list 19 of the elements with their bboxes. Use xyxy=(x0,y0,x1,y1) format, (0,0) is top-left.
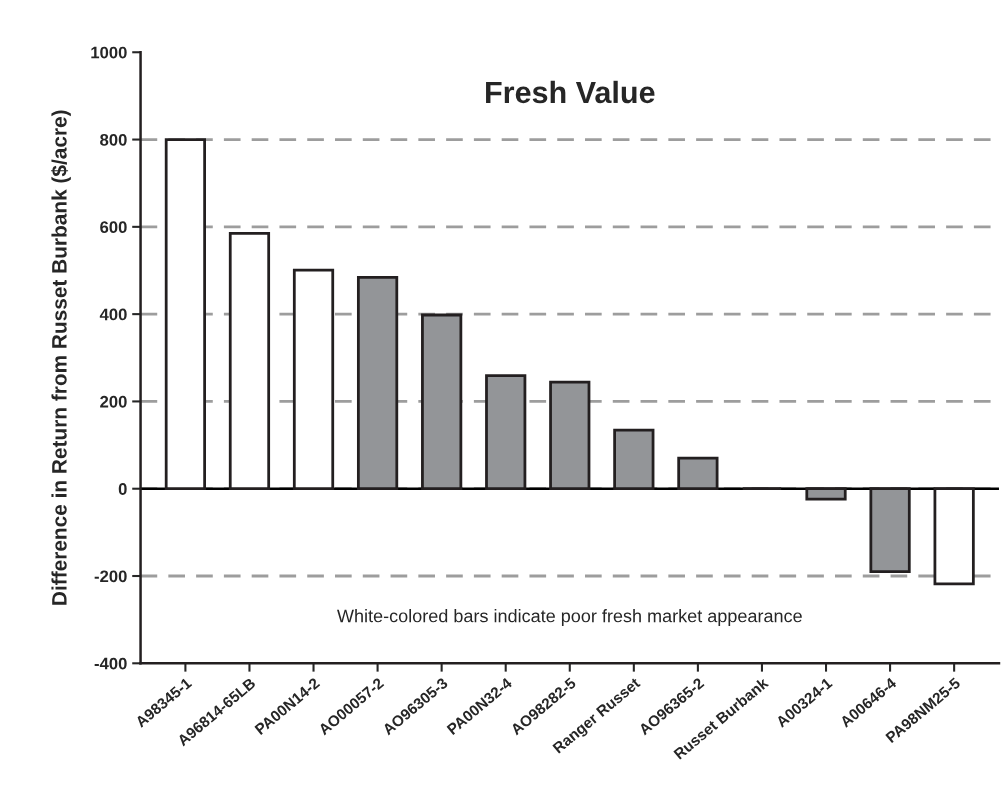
bar xyxy=(805,487,847,501)
y-tick-label: 200 xyxy=(100,395,127,408)
bar xyxy=(677,456,719,491)
y-tick-label: -400 xyxy=(94,657,127,670)
y-tick-label: -200 xyxy=(94,570,127,583)
text: Fresh Value xyxy=(486,80,655,104)
y-tick-label: 400 xyxy=(99,308,127,321)
bar xyxy=(869,487,911,574)
y-tick-label: 1000 xyxy=(91,46,127,59)
y-tick-label: 0 xyxy=(118,483,127,495)
bar xyxy=(292,268,335,491)
bar xyxy=(164,138,207,491)
bar xyxy=(613,428,655,491)
bar xyxy=(933,487,975,586)
y-axis-title: Difference in Return from Russet Burbank ($/acre) xyxy=(51,110,71,605)
bar xyxy=(228,232,271,491)
y-tick-label: 800 xyxy=(100,133,127,146)
y-tick-label: 600 xyxy=(100,221,127,234)
annotation: White-colored bars indicate poor fresh market appearance xyxy=(337,609,802,626)
